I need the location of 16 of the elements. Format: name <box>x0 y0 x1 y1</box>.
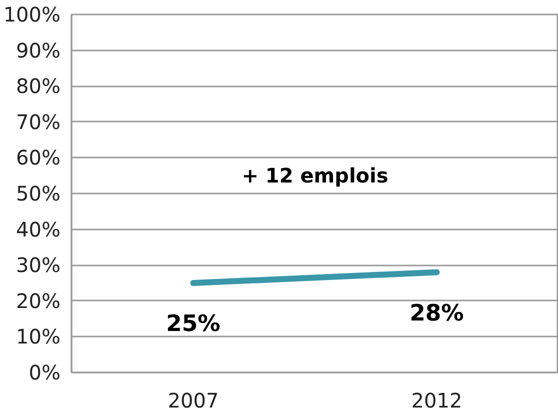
y-tick-label: 10% <box>16 324 60 349</box>
y-tick-label: 100% <box>3 2 61 26</box>
x-tick-label: 2012 <box>411 388 462 410</box>
y-tick-label: 20% <box>16 288 60 313</box>
data-label: 28% <box>410 300 464 326</box>
y-tick-label: 60% <box>16 146 60 170</box>
y-tick-label: 40% <box>16 217 60 242</box>
data-label: 25% <box>166 311 220 337</box>
x-tick-label: 2007 <box>168 388 219 410</box>
y-tick-label: 0% <box>28 360 61 384</box>
y-tick-label: 80% <box>16 74 60 98</box>
y-tick-label: 50% <box>16 182 60 206</box>
y-tick-label: 70% <box>16 110 60 134</box>
y-tick-label: 90% <box>16 38 60 62</box>
y-tick-label: 30% <box>16 253 60 278</box>
annotation: + 12 emplois <box>242 164 388 188</box>
